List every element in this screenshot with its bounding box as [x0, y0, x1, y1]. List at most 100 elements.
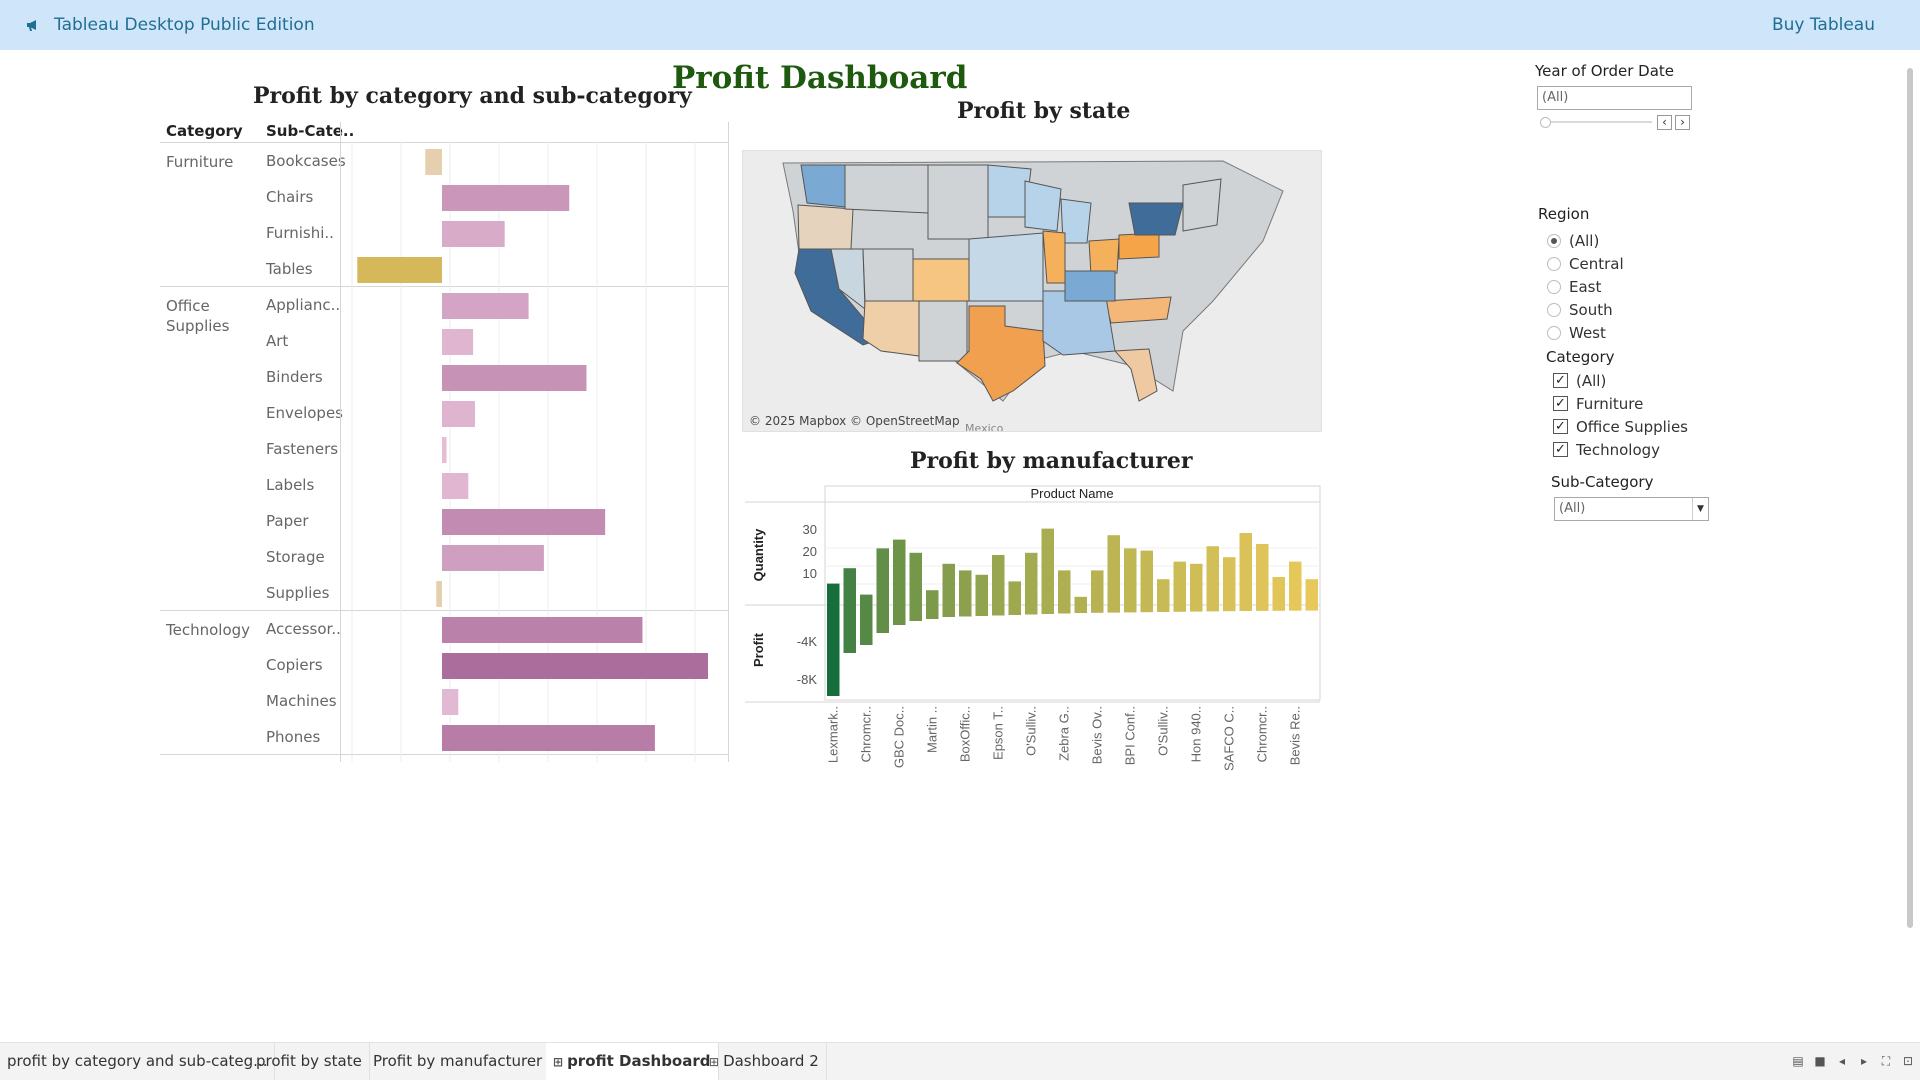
product-label[interactable]: O'Sulliv.. [1023, 706, 1038, 756]
category-option-label[interactable]: Technology [1576, 441, 1661, 459]
subcategory-label[interactable]: Furnishi.. [266, 224, 334, 242]
region-radio[interactable] [1547, 303, 1561, 317]
profit-bar[interactable] [1173, 610, 1187, 612]
profit-bar[interactable] [975, 610, 989, 616]
product-label[interactable]: BPI Conf.. [1122, 706, 1137, 765]
fit-icon[interactable]: ⛶ [1881, 1054, 1891, 1068]
year-prev-button[interactable]: ‹ [1657, 115, 1672, 130]
profit-bar[interactable] [442, 653, 708, 679]
subcategory-label[interactable]: Applianc.. [266, 296, 341, 314]
profit-bar[interactable] [442, 329, 474, 355]
quantity-bar[interactable] [1256, 544, 1269, 610]
profit-bar[interactable] [1041, 610, 1055, 614]
quantity-bar[interactable] [1157, 579, 1170, 610]
quantity-bar[interactable] [1058, 570, 1071, 610]
region-option-label[interactable]: South [1569, 301, 1613, 319]
quantity-bar[interactable] [1008, 581, 1022, 610]
product-label[interactable]: Lexmark.. [825, 706, 840, 763]
profit-bar[interactable] [909, 610, 923, 621]
category-option-label[interactable]: (All) [1576, 372, 1607, 390]
quantity-bar[interactable] [1206, 546, 1220, 610]
profit-bar[interactable] [926, 610, 939, 619]
profit-bar[interactable] [1008, 610, 1022, 615]
profit-bar[interactable] [1223, 610, 1236, 612]
presentation-icon[interactable]: ⊡ [1902, 1054, 1914, 1068]
subcategory-label[interactable]: Labels [266, 476, 315, 494]
region-radio[interactable] [1547, 234, 1561, 248]
profit-bar[interactable] [1256, 610, 1269, 611]
profit-bar[interactable] [860, 610, 873, 645]
profit-bar[interactable] [992, 610, 1005, 616]
subcategory-label[interactable]: Bookcases [266, 152, 346, 170]
product-label[interactable]: Zebra G.. [1056, 706, 1071, 761]
vertical-scrollbar[interactable] [1904, 50, 1920, 1042]
grid-view-icon[interactable]: ▤ [1792, 1054, 1804, 1068]
profit-bar[interactable] [827, 610, 840, 696]
profit-bar[interactable] [893, 610, 906, 625]
quantity-bar[interactable] [992, 555, 1005, 610]
profit-bar[interactable] [1107, 610, 1121, 613]
profit-bar[interactable] [442, 437, 447, 463]
chevron-down-icon[interactable]: ▼ [1692, 498, 1708, 520]
profit-bar[interactable] [1157, 610, 1170, 612]
region-radio[interactable] [1547, 257, 1561, 271]
scrollbar-thumb[interactable] [1907, 68, 1913, 928]
next-sheet-icon[interactable]: ▸ [1860, 1054, 1868, 1068]
profit-bar[interactable] [442, 293, 529, 319]
profit-bar[interactable] [442, 473, 469, 499]
profit-bar[interactable] [843, 610, 857, 653]
prev-sheet-icon[interactable]: ◂ [1838, 1054, 1846, 1068]
region-radio[interactable] [1547, 326, 1561, 340]
profit-bar[interactable] [442, 545, 544, 571]
quantity-bar[interactable] [1289, 561, 1302, 610]
category-label[interactable]: Office Supplies [166, 297, 230, 335]
quantity-bar[interactable] [893, 539, 906, 610]
profit-bar[interactable] [436, 581, 442, 607]
product-label[interactable]: Hon 940.. [1188, 706, 1203, 762]
quantity-bar[interactable] [975, 574, 989, 610]
buy-tableau-link[interactable]: Buy Tableau [1771, 15, 1875, 35]
quantity-bar[interactable] [1272, 577, 1286, 610]
subcategory-label[interactable]: Paper [266, 512, 309, 530]
quantity-bar[interactable] [843, 568, 857, 610]
category-header[interactable]: Category [166, 122, 243, 140]
subcategory-label[interactable]: Storage [266, 548, 325, 566]
quantity-bar[interactable] [1190, 563, 1203, 610]
product-label[interactable]: Martin .. [924, 706, 939, 753]
state-profit-map[interactable]: © 2025 Mapbox © OpenStreetMap Mexico [742, 150, 1322, 432]
quantity-bar[interactable] [959, 570, 972, 610]
subcategory-label[interactable]: Art [266, 332, 289, 350]
profit-bar[interactable] [442, 617, 643, 643]
tab-dashboard-2[interactable]: ⊞ Dashboard 2 [702, 1043, 827, 1080]
profit-bar[interactable] [1289, 610, 1302, 611]
region-radio[interactable] [1547, 280, 1561, 294]
quantity-axis-title[interactable]: Quantity [751, 528, 766, 581]
tab-profit-by-state[interactable]: profit by state [249, 1043, 370, 1080]
category-label[interactable]: Technology [166, 621, 251, 639]
category-option-label[interactable]: Office Supplies [1576, 418, 1689, 436]
tab-profit-dashboard[interactable]: ⊞ profit Dashboard [546, 1043, 719, 1080]
subcategory-header[interactable]: Sub-Cate.. [266, 122, 355, 140]
quantity-bar[interactable] [1223, 557, 1236, 610]
profit-bar[interactable] [425, 149, 442, 175]
profit-bar[interactable] [442, 401, 476, 427]
subcategory-label[interactable]: Phones [266, 728, 321, 746]
product-label[interactable]: Chromcr.. [1254, 706, 1269, 762]
profit-bar[interactable] [1074, 610, 1088, 613]
profit-bar[interactable] [876, 610, 890, 633]
profit-bar[interactable] [357, 257, 442, 283]
quantity-bar[interactable] [876, 548, 890, 610]
product-label[interactable]: Epson T.. [990, 706, 1005, 760]
subcategory-label[interactable]: Copiers [266, 656, 323, 674]
product-label[interactable]: BoxOffic.. [957, 706, 972, 762]
profit-bar[interactable] [442, 509, 606, 535]
category-checkbox[interactable]: ✓ [1553, 396, 1568, 411]
profit-bar[interactable] [1025, 610, 1038, 615]
tab-profit-by-manufacturer[interactable]: Profit by manufacturer [366, 1043, 551, 1080]
year-filter-input[interactable]: (All) [1537, 86, 1692, 110]
quantity-bar[interactable] [827, 583, 840, 610]
year-slider[interactable] [1542, 121, 1652, 127]
profit-bar[interactable] [942, 610, 956, 617]
profit-bar[interactable] [1058, 610, 1071, 614]
year-next-button[interactable]: › [1675, 115, 1690, 130]
